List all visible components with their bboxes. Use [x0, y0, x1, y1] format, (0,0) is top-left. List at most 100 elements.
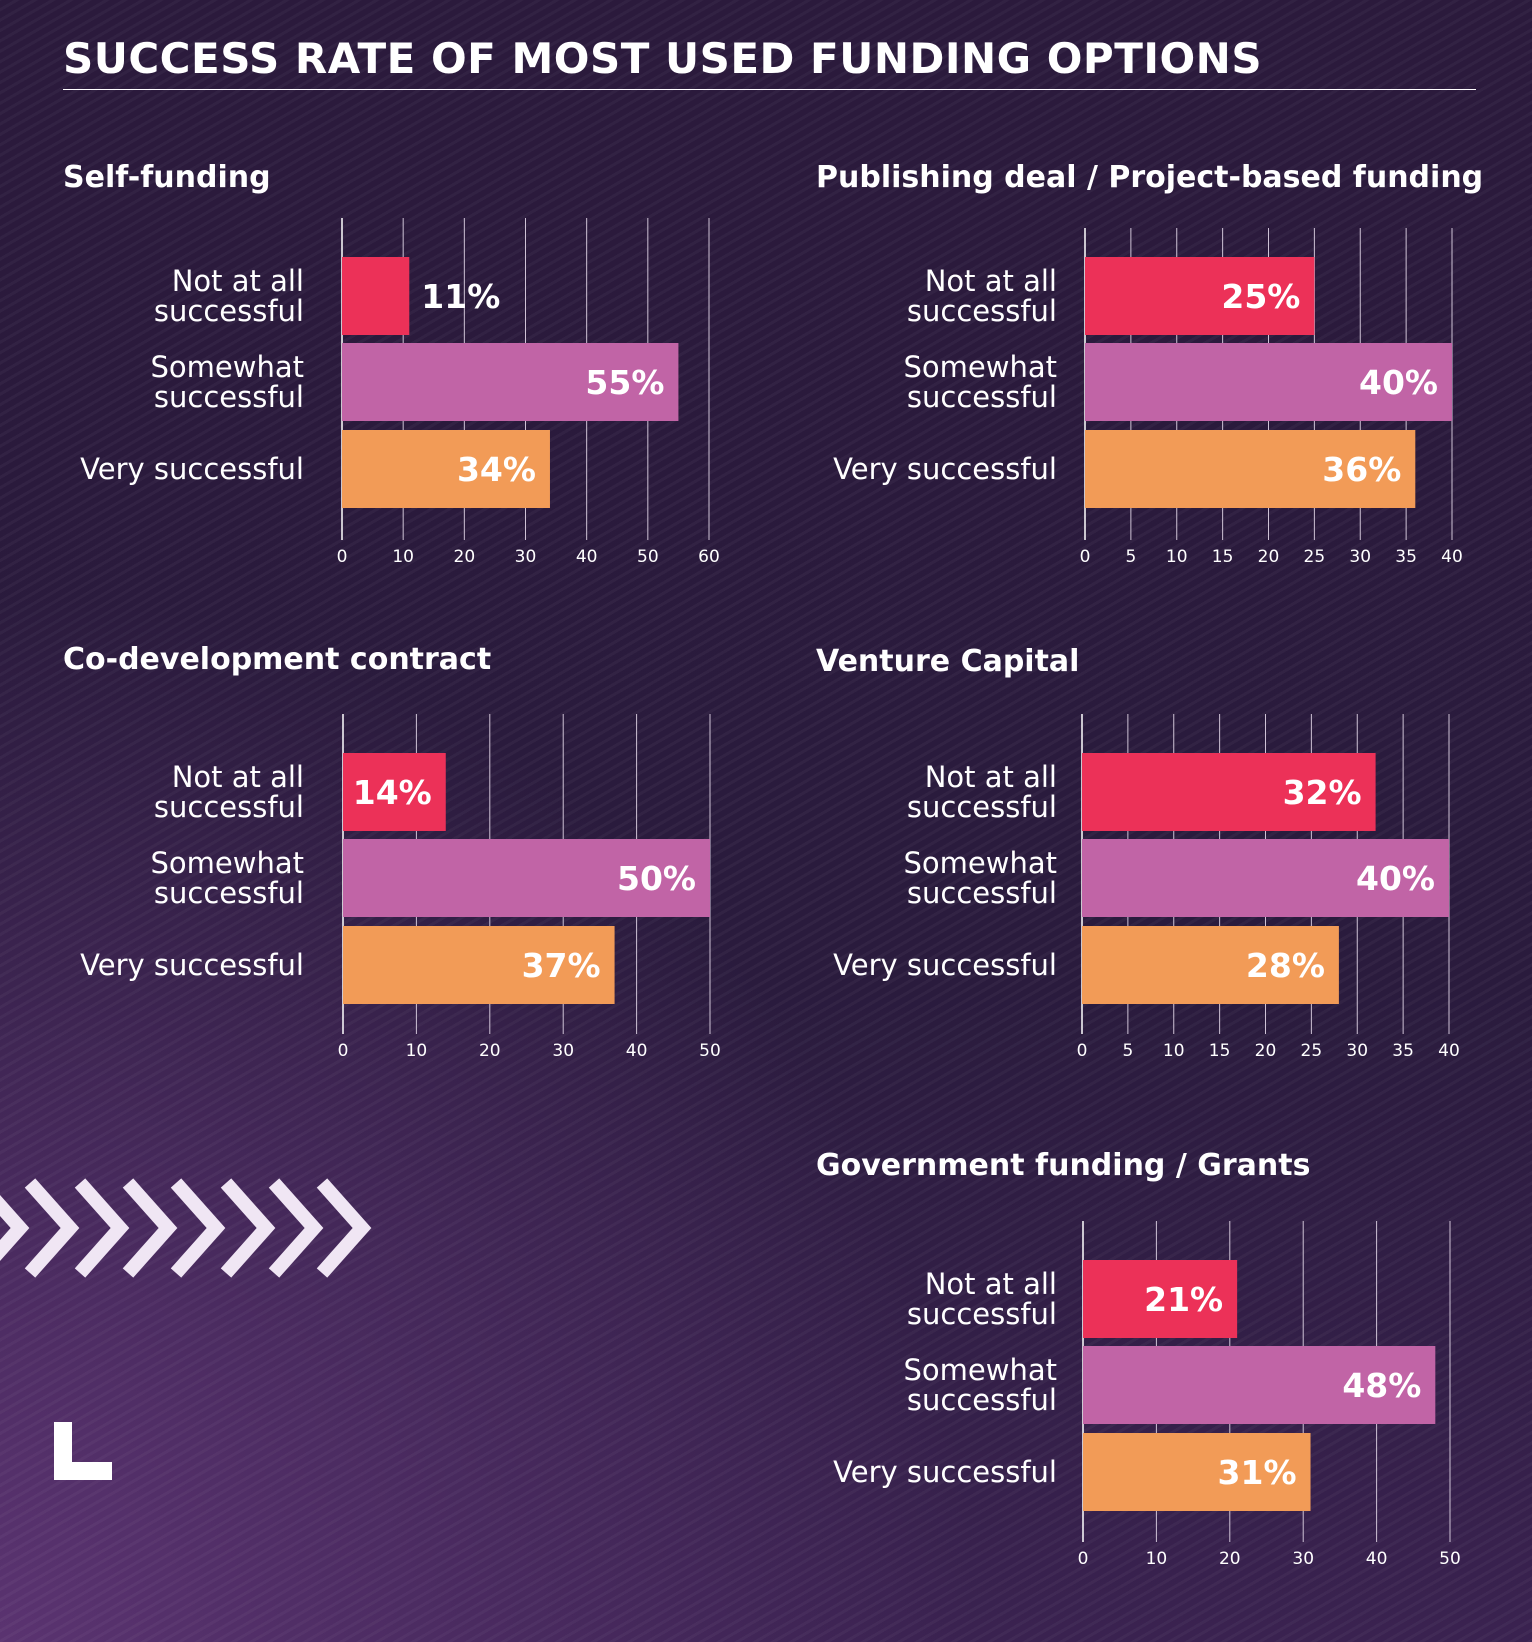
category-label: Very successful [80, 948, 304, 982]
data-label: 28% [1246, 946, 1325, 985]
bar [342, 343, 679, 421]
data-label: 50% [617, 859, 696, 898]
data-label: 37% [522, 946, 601, 985]
tick-label: 0 [1080, 547, 1091, 567]
tick-label: 40 [576, 547, 598, 567]
tick-label: 35 [1392, 1041, 1414, 1061]
category-label: Somewhat successful [904, 350, 1057, 414]
data-label: 11% [421, 277, 500, 316]
data-label: 25% [1221, 277, 1300, 316]
tick-label: 15 [1212, 547, 1234, 567]
tick-label: 30 [1349, 547, 1371, 567]
tick-label: 5 [1122, 1041, 1133, 1061]
category-label: Not at all successful [154, 760, 304, 824]
data-label: 14% [353, 773, 432, 812]
tick-label: 50 [1439, 1549, 1461, 1569]
data-label: 40% [1359, 363, 1438, 402]
bar [1083, 1433, 1311, 1511]
chart-title: Co-development contract [63, 642, 492, 677]
bar [1085, 343, 1452, 421]
bar [343, 753, 446, 831]
bar [342, 257, 410, 335]
data-label: 55% [585, 363, 664, 402]
tick-label: 10 [406, 1041, 428, 1061]
chart-title: Government funding / Grants [816, 1148, 1311, 1183]
tick-label: 30 [552, 1041, 574, 1061]
tick-label: 0 [337, 547, 348, 567]
tick-label: 10 [1166, 547, 1188, 567]
chart-plot: Not at all successful 14% Somewhat successfu… [80, 714, 721, 1061]
tick-label: 10 [1163, 1041, 1185, 1061]
category-label: Not at all successful [907, 760, 1057, 824]
tick-label: 40 [1366, 1549, 1388, 1569]
chart-venture-capital: Venture Capital Not at all successful 32% S… [816, 644, 1506, 1074]
chart-title: Venture Capital [816, 644, 1080, 679]
category-label: Not at all successful [907, 264, 1057, 328]
tick-label: 20 [454, 547, 476, 567]
data-label: 31% [1218, 1453, 1297, 1492]
chevrons-right-icon [0, 1178, 372, 1278]
tick-label: 60 [698, 547, 720, 567]
chart-co-development: Co-development contract Not at all succes… [63, 642, 743, 1072]
bar [1082, 753, 1376, 831]
title-divider [63, 89, 1476, 90]
chart-government-funding: Government funding / Grants Not at all su… [816, 1148, 1506, 1588]
bar [1083, 1346, 1436, 1424]
tick-label: 0 [338, 1041, 349, 1061]
data-label: 32% [1283, 773, 1362, 812]
tick-label: 20 [1258, 547, 1280, 567]
tick-label: 50 [699, 1041, 721, 1061]
category-label: Not at all successful [907, 1267, 1057, 1331]
tick-label: 30 [1292, 1549, 1314, 1569]
tick-label: 40 [1438, 1041, 1460, 1061]
tick-label: 0 [1078, 1549, 1089, 1569]
chart-plot: Not at all successful 32% Somewhat successfu… [833, 714, 1460, 1061]
data-label: 36% [1322, 450, 1401, 489]
chart-title: Self-funding [63, 160, 271, 195]
category-label: Somewhat successful [151, 846, 304, 910]
tick-label: 10 [392, 547, 414, 567]
tick-label: 25 [1301, 1041, 1323, 1061]
chart-publishing-deal: Publishing deal / Project-based funding … [816, 160, 1506, 580]
bar [1085, 430, 1416, 508]
chart-plot: Not at all successful 21% Somewhat successfu… [833, 1221, 1461, 1569]
tick-label: 20 [1219, 1549, 1241, 1569]
bar [343, 926, 615, 1004]
tick-label: 40 [626, 1041, 648, 1061]
tick-label: 5 [1125, 547, 1136, 567]
bar [1085, 257, 1315, 335]
bar [1082, 926, 1339, 1004]
bar [1083, 1260, 1238, 1338]
category-label: Very successful [80, 452, 304, 486]
logo-corner-icon [54, 1422, 112, 1480]
category-label: Somewhat successful [151, 350, 304, 414]
tick-label: 15 [1209, 1041, 1231, 1061]
tick-label: 25 [1304, 547, 1326, 567]
tick-label: 40 [1441, 547, 1463, 567]
bar [342, 430, 550, 508]
bar [1082, 839, 1449, 917]
data-label: 40% [1356, 859, 1435, 898]
tick-label: 10 [1146, 1549, 1168, 1569]
data-label: 21% [1144, 1280, 1223, 1319]
tick-label: 35 [1395, 547, 1417, 567]
chart-plot: Not at all successful 25% Somewhat successfu… [833, 228, 1463, 567]
chart-title: Publishing deal / Project-based funding [816, 160, 1484, 195]
tick-label: 50 [637, 547, 659, 567]
tick-label: 20 [1255, 1041, 1277, 1061]
category-label: Very successful [833, 948, 1057, 982]
category-label: Very successful [833, 452, 1057, 486]
category-label: Somewhat successful [904, 846, 1057, 910]
data-label: 34% [457, 450, 536, 489]
chart-self-funding: Self-funding Not at all successful 11% Some… [63, 160, 743, 580]
page-title: SUCCESS RATE OF MOST USED FUNDING OPTION… [63, 34, 1263, 83]
data-label: 48% [1342, 1366, 1421, 1405]
bar [343, 839, 710, 917]
tick-label: 30 [515, 547, 537, 567]
tick-label: 30 [1346, 1041, 1368, 1061]
tick-label: 0 [1077, 1041, 1088, 1061]
category-label: Very successful [833, 1455, 1057, 1489]
category-label: Somewhat successful [904, 1353, 1057, 1417]
chart-plot: Not at all successful 11% Somewhat successfu… [80, 218, 720, 567]
tick-label: 20 [479, 1041, 501, 1061]
